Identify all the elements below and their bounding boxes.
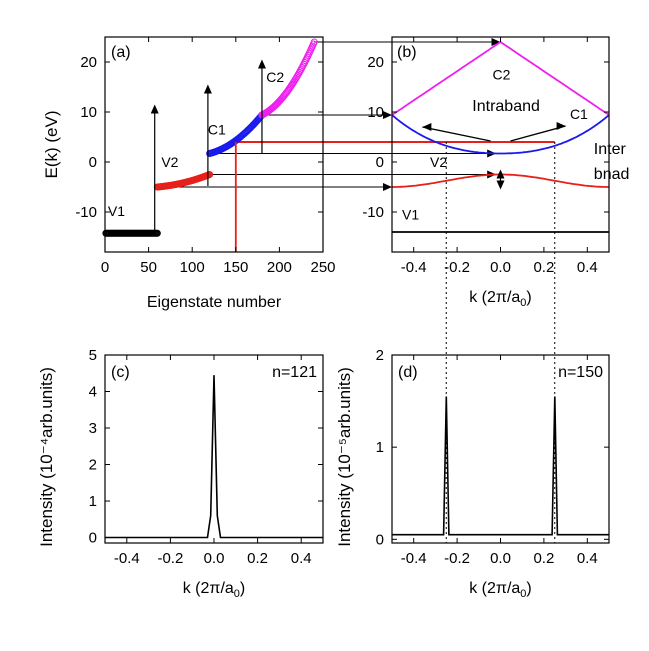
x-tick-label: -0.2 <box>444 259 470 276</box>
panel-a: V1 V2 C1 C2 0 50 100 150 200 250 -10 0 10 20 (a) Eigens… <box>42 36 336 311</box>
x-tick-label: 0.0 <box>204 550 225 567</box>
x-tick-label: -0.2 <box>157 550 183 567</box>
x-axis-label-text: k (2π/a <box>183 580 234 597</box>
interband-label: bnad <box>594 166 630 183</box>
plot-frame <box>391 354 610 544</box>
x-axis-label-close: ) <box>526 289 531 306</box>
y-tick-label: 2 <box>89 457 97 474</box>
y-tick-label: 3 <box>89 420 97 437</box>
state-label: n=121 <box>272 364 317 381</box>
x-axis-label-text: k (2π/a <box>469 580 520 597</box>
arrow-head <box>556 122 566 130</box>
y-tick-label: -10 <box>75 204 97 221</box>
y-tick-label: 20 <box>80 54 97 71</box>
y-tick-label: 1 <box>376 439 384 456</box>
y-axis-label: Intensity (10⁻⁴arb.units) <box>37 367 56 547</box>
x-tick-label: 0 <box>101 259 109 276</box>
x-axis-label-sub: 0 <box>520 588 526 600</box>
y-tick-label: 0 <box>89 154 97 171</box>
x-tick-label: -0.4 <box>401 259 427 276</box>
band-label: C1 <box>208 122 226 138</box>
x-tick-label: -0.2 <box>444 550 470 567</box>
intraband-arrow <box>422 126 491 142</box>
arrow-head <box>422 123 432 131</box>
y-tick-label: 10 <box>367 104 384 121</box>
x-tick-label: 150 <box>223 259 248 276</box>
y-tick-label: 5 <box>89 347 97 364</box>
y-tick-label: 4 <box>89 384 97 401</box>
band-v2: V2 <box>153 154 214 191</box>
state-label: n=150 <box>558 364 603 381</box>
band-label: C2 <box>493 67 511 83</box>
x-tick-label: 0.4 <box>577 259 598 276</box>
arrow-head <box>203 84 212 94</box>
eigenstate-marker <box>310 38 318 46</box>
x-tick-label: 0.2 <box>533 259 554 276</box>
intraband-label: Intraband <box>472 98 540 115</box>
arrow-head <box>383 183 392 191</box>
eigenstate-marker <box>206 171 214 178</box>
arrow-head <box>257 59 266 69</box>
x-tick-label: 250 <box>310 259 335 276</box>
arrow-head <box>496 169 505 179</box>
arrow-head <box>150 104 159 114</box>
arrow-head <box>496 180 505 190</box>
panel-label: (c) <box>111 364 130 381</box>
x-tick-label: 100 <box>180 259 205 276</box>
panel-label: (b) <box>397 44 417 61</box>
x-axis-label: Eigenstate number <box>147 294 282 311</box>
x-tick-label: 0.4 <box>291 550 312 567</box>
y-tick-label: 0 <box>376 154 384 171</box>
intensity-curve <box>105 375 323 539</box>
x-axis-label-close: ) <box>526 580 531 597</box>
y-axis-label: Intensity (10⁻⁵arb.units) <box>335 367 354 547</box>
x-axis-label: k (2π/a0) <box>469 289 532 309</box>
interband-label: Inter <box>594 141 627 158</box>
band-label: V1 <box>108 203 125 219</box>
panel-label: (d) <box>398 364 418 381</box>
x-axis-label-sub: 0 <box>234 588 240 600</box>
y-tick-label: 0 <box>376 531 384 548</box>
x-tick-label: 0.4 <box>577 550 598 567</box>
y-tick-label: 1 <box>89 493 97 510</box>
band-label: C1 <box>570 106 588 122</box>
x-tick-label: 0.2 <box>533 550 554 567</box>
x-axis-label: k (2π/a0) <box>183 580 246 600</box>
band-label: V2 <box>430 154 447 170</box>
x-tick-label: -0.4 <box>401 550 427 567</box>
intraband-arrow <box>510 125 566 142</box>
x-tick-label: 50 <box>140 259 157 276</box>
band-label: C2 <box>266 69 284 85</box>
band-curve-c1 <box>392 114 609 155</box>
x-axis-label: k (2π/a0) <box>469 580 532 600</box>
x-tick-label: 0.0 <box>490 259 511 276</box>
x-tick-label: 200 <box>267 259 292 276</box>
x-axis-label-close: ) <box>240 580 245 597</box>
x-axis-label-sub: 0 <box>520 297 526 309</box>
x-tick-label: 0.2 <box>247 550 268 567</box>
x-tick-label: 0.0 <box>490 550 511 567</box>
band-v1: V1 <box>102 203 161 237</box>
intensity-curve <box>392 396 609 536</box>
band-label: V1 <box>402 207 419 223</box>
y-tick-label: 0 <box>89 530 97 547</box>
band-c2: C2 <box>258 38 318 119</box>
arrow-head <box>383 111 392 119</box>
panel-label: (a) <box>111 44 131 61</box>
band-label: V2 <box>161 154 178 170</box>
x-tick-label: -0.4 <box>114 550 140 567</box>
y-axis-label: E(k) (eV) <box>42 111 61 179</box>
y-tick-label: 2 <box>376 347 384 364</box>
y-tick-label: -10 <box>362 204 384 221</box>
y-tick-label: 10 <box>80 104 97 121</box>
y-tick-label: 20 <box>367 54 384 71</box>
arrow-head <box>491 38 501 46</box>
x-axis-label-text: k (2π/a <box>469 289 520 306</box>
plot-frame <box>104 36 324 253</box>
panel-b: V1 V2 C1 C2 Intraband Inter bnad -0.4 -0.2 0.0 0.2… <box>362 36 630 309</box>
